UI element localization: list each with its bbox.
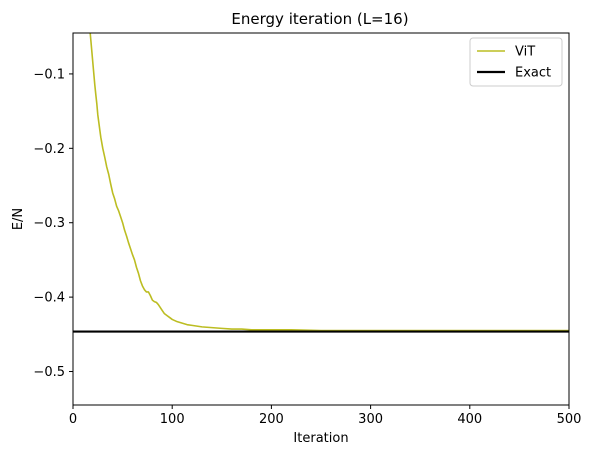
legend-label-exact: Exact bbox=[515, 66, 551, 81]
x-tick-label: 100 bbox=[160, 412, 185, 427]
x-tick-label: 400 bbox=[457, 412, 482, 427]
chart-title: Energy iteration (L=16) bbox=[231, 10, 408, 28]
y-axis-ticks: −0.1 −0.2 −0.3 −0.4 −0.5 bbox=[33, 67, 73, 380]
y-tick-label: −0.4 bbox=[33, 291, 65, 306]
x-tick-label: 0 bbox=[69, 412, 77, 427]
x-axis-label: Iteration bbox=[293, 431, 348, 446]
x-tick-label: 200 bbox=[259, 412, 284, 427]
series-layer bbox=[73, 33, 569, 333]
series-line-vit bbox=[89, 33, 569, 332]
x-tick-label: 500 bbox=[557, 412, 582, 427]
legend: ViT Exact bbox=[469, 37, 563, 87]
legend-label-vit: ViT bbox=[515, 45, 535, 60]
y-axis-label: E/N bbox=[11, 208, 26, 230]
plot-frame bbox=[72, 32, 570, 406]
plot-area bbox=[72, 32, 570, 406]
x-axis-ticks: 0 100 200 300 400 500 bbox=[69, 405, 582, 427]
y-tick-label: −0.1 bbox=[33, 67, 65, 82]
legend-box bbox=[469, 37, 563, 87]
x-tick-label: 300 bbox=[358, 412, 383, 427]
y-tick-label: −0.5 bbox=[33, 365, 65, 380]
y-tick-label: −0.3 bbox=[33, 216, 65, 231]
y-tick-label: −0.2 bbox=[33, 142, 65, 157]
